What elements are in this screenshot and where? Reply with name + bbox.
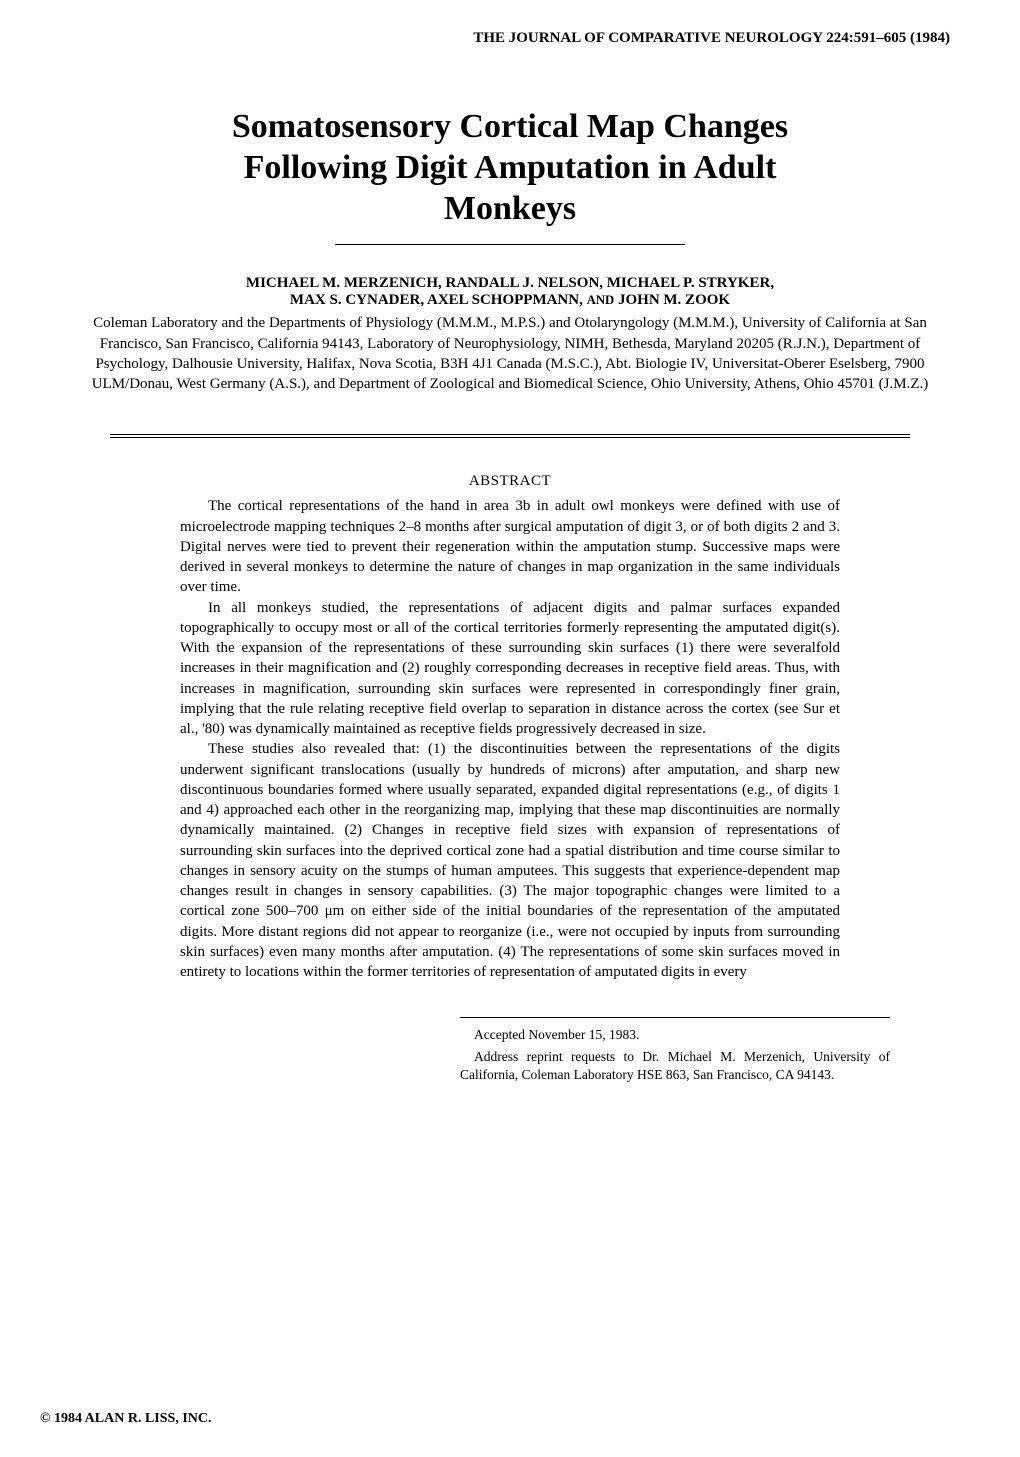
title-line-1: Somatosensory Cortical Map Changes [232, 108, 788, 145]
footnote-rule [460, 1017, 890, 1018]
abstract-paragraph-3: These studies also revealed that: (1) th… [180, 739, 840, 982]
authors-line-2a: MAX S. CYNADER, AXEL SCHOPPMANN, [290, 292, 587, 308]
footnotes: Accepted November 15, 1983. Address repr… [460, 1026, 890, 1084]
abstract-body: The cortical representations of the hand… [180, 496, 840, 982]
authors-line-2b: JOHN M. ZOOK [614, 292, 730, 308]
section-double-rule [110, 434, 910, 438]
publisher-copyright: © 1984 ALAN R. LISS, INC. [40, 1411, 212, 1427]
author-list: MICHAEL M. MERZENICH, RANDALL J. NELSON,… [100, 275, 920, 309]
authors-and: AND [587, 293, 615, 307]
footnote-accepted-date: Accepted November 15, 1983. [460, 1026, 890, 1044]
abstract-paragraph-1: The cortical representations of the hand… [180, 496, 840, 597]
journal-header: THE JOURNAL OF COMPARATIVE NEUROLOGY 224… [60, 30, 960, 47]
article-title: Somatosensory Cortical Map Changes Follo… [110, 107, 910, 229]
author-affiliations: Coleman Laboratory and the Departments o… [70, 313, 950, 394]
title-underline-rule [335, 244, 685, 245]
title-line-3: Monkeys [444, 190, 576, 227]
footnote-reprint-address: Address reprint requests to Dr. Michael … [460, 1048, 890, 1084]
authors-line-1: MICHAEL M. MERZENICH, RANDALL J. NELSON,… [246, 275, 774, 291]
abstract-heading: ABSTRACT [60, 473, 960, 490]
abstract-paragraph-2: In all monkeys studied, the representati… [180, 598, 840, 740]
title-line-2: Following Digit Amputation in Adult [244, 149, 777, 186]
